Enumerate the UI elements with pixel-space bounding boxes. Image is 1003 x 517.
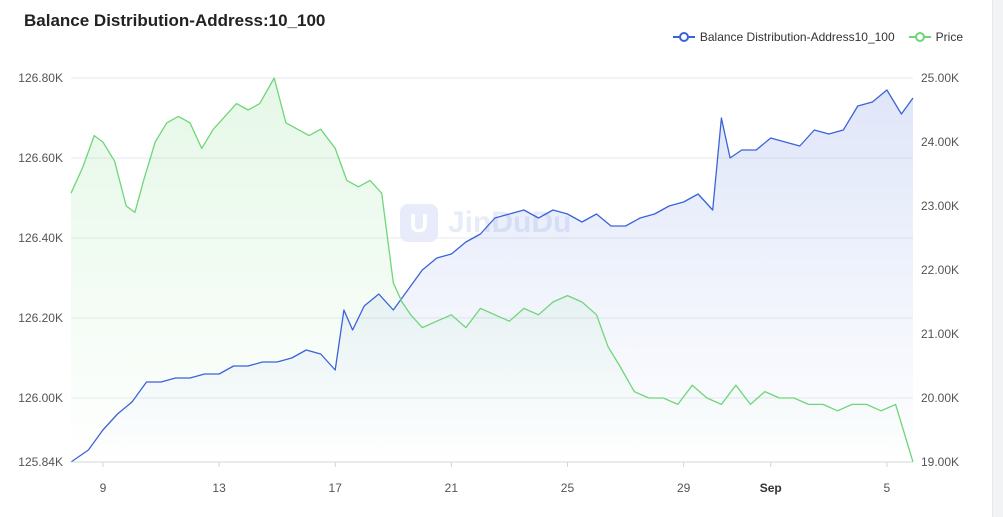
watermark-logo-icon: U [400,204,438,242]
y-left-tick-label: 126.20K [18,311,63,325]
legend-label-balance: Balance Distribution-Address10_100 [699,30,895,44]
series-line-0[interactable] [70,89,914,463]
legend-item-price[interactable]: Price [908,30,963,44]
y-right-tick-label: 19.00K [921,455,959,469]
y-left-tick-label: 126.00K [18,391,63,405]
x-tick-label: 9 [100,481,107,495]
legend-marker-price-icon [908,32,931,42]
y-right-tick-label: 22.00K [921,263,959,277]
x-tick-label: Sep [760,481,782,495]
x-tick-label: 29 [677,481,691,495]
y-left-tick-label: 126.60K [18,151,63,165]
y-right-tick-label: 21.00K [921,327,959,341]
y-right-tick-label: 20.00K [921,391,959,405]
y-right-tick-label: 24.00K [921,135,959,149]
series-area-1 [71,78,913,462]
chart-title: Balance Distribution-Address:10_100 [24,11,326,30]
x-tick-label: 25 [561,481,575,495]
x-tick-label: 17 [329,481,343,495]
y-left-tick-label: 126.80K [18,71,63,85]
legend-label-price: Price [935,30,963,44]
y-left-tick-label: 125.84K [18,455,63,469]
x-tick-label: 13 [212,481,226,495]
legend-marker-balance-icon [672,32,695,42]
y-left-tick-label: 126.40K [18,231,63,245]
legend-item-balance[interactable]: Balance Distribution-Address10_100 [672,30,895,44]
y-right-tick-label: 23.00K [921,199,959,213]
series-line-1[interactable] [70,77,914,463]
y-right-tick-label: 25.00K [921,71,959,85]
x-tick-label: 21 [445,481,459,495]
x-tick-label: 5 [884,481,891,495]
scrollbar-track[interactable] [992,0,1003,517]
chart-legend: Balance Distribution-Address10_100 Price [672,30,963,44]
